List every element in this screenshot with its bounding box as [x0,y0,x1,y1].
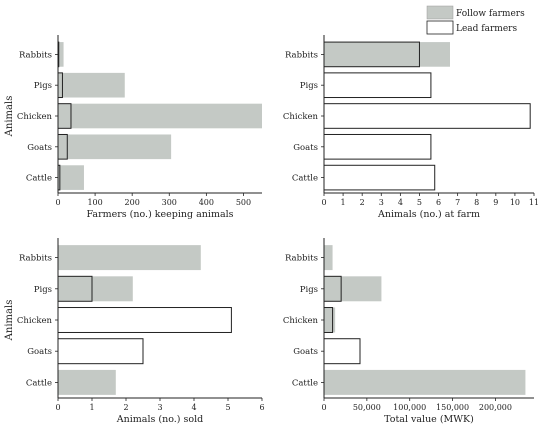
category-label: Rabbits [19,50,52,60]
category-label: Chicken [283,112,319,122]
x-tick-label: 0 [321,403,326,412]
x-tick-label: 3 [157,403,162,412]
category-label: Rabbits [19,254,52,264]
bar-follow-rabbits [58,42,64,67]
category-label: Goats [27,347,52,357]
bar-lead-chicken [323,103,531,129]
bar-follow-rabbits [324,42,450,67]
category-label: Goats [293,143,318,153]
bar-lead-goats [57,338,144,365]
category-label: Rabbits [285,50,318,60]
category-label: Cattle [26,378,52,388]
category-label: Pigs [34,285,52,295]
x-tick-label: 2 [123,403,128,412]
bar-follow-pigs [58,276,133,302]
x-tick-label: 8 [474,198,479,207]
x-tick-label: 9 [493,198,498,207]
bar-follow-chicken [58,103,262,129]
bar-lead-pigs [323,72,432,99]
x-tick-label: 11 [529,198,539,207]
category-label: Pigs [300,81,318,91]
x-tick-label: 6 [259,403,264,412]
x-tick-label: 400 [199,198,214,207]
category-label: Cattle [292,378,318,388]
category-label: Pigs [300,285,318,295]
x-tick-label: 2 [360,198,365,207]
legend: Follow farmers Lead farmers [426,5,525,35]
x-tick-label: 6 [436,198,441,207]
x-tick-label: 4 [191,403,196,412]
bar-follow-pigs [324,276,382,302]
x-tick-label: 5 [417,198,422,207]
bar-follow-rabbits [324,245,333,271]
x-tick-label: 3 [379,198,384,207]
legend-swatch-lead [426,20,454,35]
x-tick-label: 5 [225,403,230,412]
category-label: Chicken [17,112,53,122]
category-label: Goats [293,347,318,357]
bar-follow-rabbits [58,245,201,271]
x-tick-label: 200 [125,198,140,207]
panel-animals-at-farm: Animals (no.) at farm Rabbits Pigs Chicken… [283,35,539,220]
bar-follow-goats [58,134,172,160]
bar-follow-cattle [58,165,84,190]
bar-lead-goats [323,133,432,160]
x-tick-label: 0 [321,198,326,207]
x-tick-label: 0 [55,198,60,207]
x-axis-label: Total value (MWK) [384,414,474,425]
panel-total-value: Total value (MWK) Rabbits Pigs Chicken Goat… [283,238,534,425]
x-tick-label: 10 [510,198,520,207]
x-tick-label: 500 [236,198,251,207]
bar-follow-cattle [58,369,116,395]
x-tick-label: 0 [55,403,60,412]
category-label: Cattle [26,174,52,184]
x-tick-label: 150,000 [436,403,469,412]
x-tick-label: 300 [162,198,177,207]
legend-label-lead: Lead farmers [456,24,517,34]
panel-animals-sold: Animals (no.) sold Animals Rabbits Pigs Ch… [4,238,265,425]
category-label: Chicken [283,316,319,326]
x-axis-label: Animals (no.) sold [116,414,203,425]
x-tick-label: 7 [455,198,460,207]
bar-follow-pigs [58,72,125,98]
category-label: Cattle [292,174,318,184]
category-label: Rabbits [285,254,318,264]
x-axis-label: Farmers (no.) keeping animals [86,209,233,220]
category-label: Pigs [34,81,52,91]
x-tick-label: 100,000 [393,403,426,412]
x-tick-label: 50,000 [353,403,381,412]
category-label: Chicken [17,316,53,326]
panel-farmers-keeping: Farmers (no.) keeping animals Animals Ra… [4,35,262,220]
x-tick-label: 1 [341,198,346,207]
bar-lead-chicken [57,307,232,333]
y-axis-label: Animals [4,96,15,138]
y-axis-label: Animals [4,300,15,342]
bar-lead-goats [323,338,361,365]
x-tick-label: 1 [89,403,94,412]
x-tick-label: 200,000 [479,403,512,412]
category-label: Goats [27,143,52,153]
bar-lead-cattle [323,164,436,191]
x-axis-label: Animals (no.) at farm [377,209,480,220]
x-tick-label: 4 [398,198,403,207]
legend-label-follow: Follow farmers [456,9,525,19]
bar-follow-chicken [324,307,336,333]
bar-follow-cattle [324,369,526,395]
legend-swatch-follow [426,5,454,20]
x-tick-label: 100 [87,198,102,207]
